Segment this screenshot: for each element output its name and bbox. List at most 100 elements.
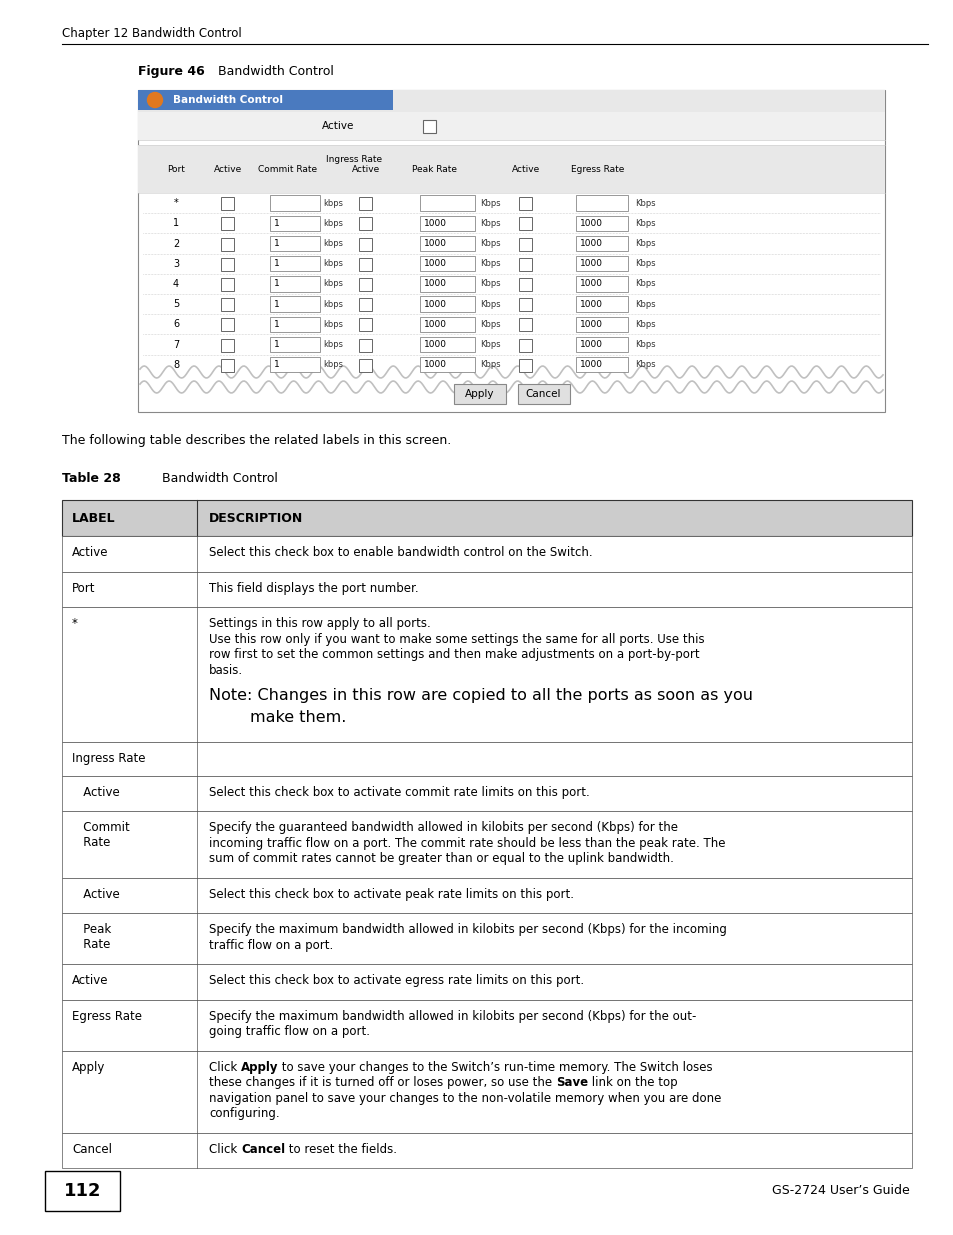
Text: Commit
   Rate: Commit Rate xyxy=(71,821,130,850)
Text: Kbps: Kbps xyxy=(635,259,655,268)
Text: Settings in this row apply to all ports.: Settings in this row apply to all ports. xyxy=(209,618,431,630)
Text: 1000: 1000 xyxy=(579,279,602,289)
Bar xyxy=(518,338,532,352)
Bar xyxy=(576,195,627,211)
Text: Active: Active xyxy=(352,165,379,174)
Text: Active: Active xyxy=(512,165,539,174)
Text: Figure 46: Figure 46 xyxy=(138,65,205,78)
Bar xyxy=(419,277,475,291)
Text: 1: 1 xyxy=(274,300,279,309)
Text: 6: 6 xyxy=(172,320,179,330)
Text: This field displays the port number.: This field displays the port number. xyxy=(209,582,418,594)
Text: 1000: 1000 xyxy=(423,259,447,268)
Text: *: * xyxy=(71,618,78,630)
Text: 1000: 1000 xyxy=(423,240,447,248)
Bar xyxy=(576,316,627,332)
Bar xyxy=(62,776,911,811)
Text: 1000: 1000 xyxy=(579,320,602,329)
Text: 1000: 1000 xyxy=(423,300,447,309)
Text: sum of commit rates cannot be greater than or equal to the uplink bandwidth.: sum of commit rates cannot be greater th… xyxy=(209,852,673,866)
Bar xyxy=(270,216,319,231)
Text: Kbps: Kbps xyxy=(479,199,500,207)
Text: kbps: kbps xyxy=(323,259,343,268)
Text: Kbps: Kbps xyxy=(479,361,500,369)
Text: 1000: 1000 xyxy=(423,361,447,369)
Bar xyxy=(138,144,884,193)
Bar xyxy=(518,358,532,372)
Bar xyxy=(62,999,911,1051)
Text: 1000: 1000 xyxy=(423,279,447,289)
Bar xyxy=(518,258,532,270)
Bar xyxy=(576,296,627,312)
Text: Peak
   Rate: Peak Rate xyxy=(71,923,112,951)
Text: kbps: kbps xyxy=(323,219,343,227)
Text: Kbps: Kbps xyxy=(635,240,655,248)
Text: 1000: 1000 xyxy=(423,340,447,350)
Bar xyxy=(419,357,475,373)
Text: Bandwidth Control: Bandwidth Control xyxy=(218,65,334,78)
Text: DESCRIPTION: DESCRIPTION xyxy=(209,511,303,525)
Bar xyxy=(518,319,532,331)
Text: kbps: kbps xyxy=(323,300,343,309)
Text: Specify the maximum bandwidth allowed in kilobits per second (Kbps) for the out-: Specify the maximum bandwidth allowed in… xyxy=(209,1010,696,1023)
Bar xyxy=(576,236,627,251)
Text: basis.: basis. xyxy=(209,663,243,677)
Bar xyxy=(62,811,911,878)
Text: 1: 1 xyxy=(274,361,279,369)
Bar xyxy=(62,500,911,536)
Text: Egress Rate: Egress Rate xyxy=(71,1010,142,1023)
Text: 1: 1 xyxy=(274,279,279,289)
Bar xyxy=(62,1051,911,1132)
Text: Kbps: Kbps xyxy=(479,300,500,309)
Bar xyxy=(419,256,475,272)
Text: Apply: Apply xyxy=(464,389,494,399)
Bar xyxy=(419,296,475,312)
Text: 1000: 1000 xyxy=(579,259,602,268)
Text: Kbps: Kbps xyxy=(479,240,500,248)
Text: incoming traffic flow on a port. The commit rate should be less than the peak ra: incoming traffic flow on a port. The com… xyxy=(209,836,724,850)
Text: 2: 2 xyxy=(172,238,179,248)
Bar xyxy=(518,217,532,230)
Bar xyxy=(518,298,532,311)
Bar xyxy=(358,217,372,230)
Text: Kbps: Kbps xyxy=(479,259,500,268)
Bar xyxy=(221,298,233,311)
Bar xyxy=(358,358,372,372)
Text: Apply: Apply xyxy=(71,1061,105,1073)
Text: Select this check box to activate egress rate limits on this port.: Select this check box to activate egress… xyxy=(209,974,583,987)
Text: Port: Port xyxy=(167,165,185,174)
Text: Save: Save xyxy=(556,1076,587,1089)
Bar xyxy=(270,195,319,211)
Bar xyxy=(419,337,475,352)
Text: Active: Active xyxy=(71,546,109,559)
Bar xyxy=(221,358,233,372)
Text: to save your changes to the Switch’s run-time memory. The Switch loses: to save your changes to the Switch’s run… xyxy=(278,1061,713,1073)
Bar xyxy=(358,258,372,270)
Bar xyxy=(62,1132,911,1168)
Text: 1: 1 xyxy=(274,219,279,227)
Text: Select this check box to enable bandwidth control on the Switch.: Select this check box to enable bandwidt… xyxy=(209,546,592,559)
Text: Specify the maximum bandwidth allowed in kilobits per second (Kbps) for the inco: Specify the maximum bandwidth allowed in… xyxy=(209,923,726,936)
Text: The following table describes the related labels in this screen.: The following table describes the relate… xyxy=(62,433,451,447)
Bar xyxy=(221,237,233,251)
Bar xyxy=(62,606,911,742)
Text: traffic flow on a port.: traffic flow on a port. xyxy=(209,939,333,952)
Bar xyxy=(221,319,233,331)
Text: Egress Rate: Egress Rate xyxy=(571,165,624,174)
Text: Use this row only if you want to make some settings the same for all ports. Use : Use this row only if you want to make so… xyxy=(209,632,704,646)
Text: Active: Active xyxy=(71,888,120,900)
Text: kbps: kbps xyxy=(323,199,343,207)
Text: Ingress Rate: Ingress Rate xyxy=(71,752,146,764)
Text: make them.: make them. xyxy=(209,710,346,725)
Text: Kbps: Kbps xyxy=(635,279,655,289)
Bar xyxy=(419,216,475,231)
Bar xyxy=(453,384,505,404)
Text: kbps: kbps xyxy=(323,361,343,369)
Text: 1000: 1000 xyxy=(579,240,602,248)
Text: 5: 5 xyxy=(172,299,179,309)
Text: 7: 7 xyxy=(172,340,179,350)
Bar xyxy=(270,236,319,251)
Text: row first to set the common settings and then make adjustments on a port-by-port: row first to set the common settings and… xyxy=(209,648,699,661)
Bar xyxy=(138,90,884,112)
Bar xyxy=(419,316,475,332)
